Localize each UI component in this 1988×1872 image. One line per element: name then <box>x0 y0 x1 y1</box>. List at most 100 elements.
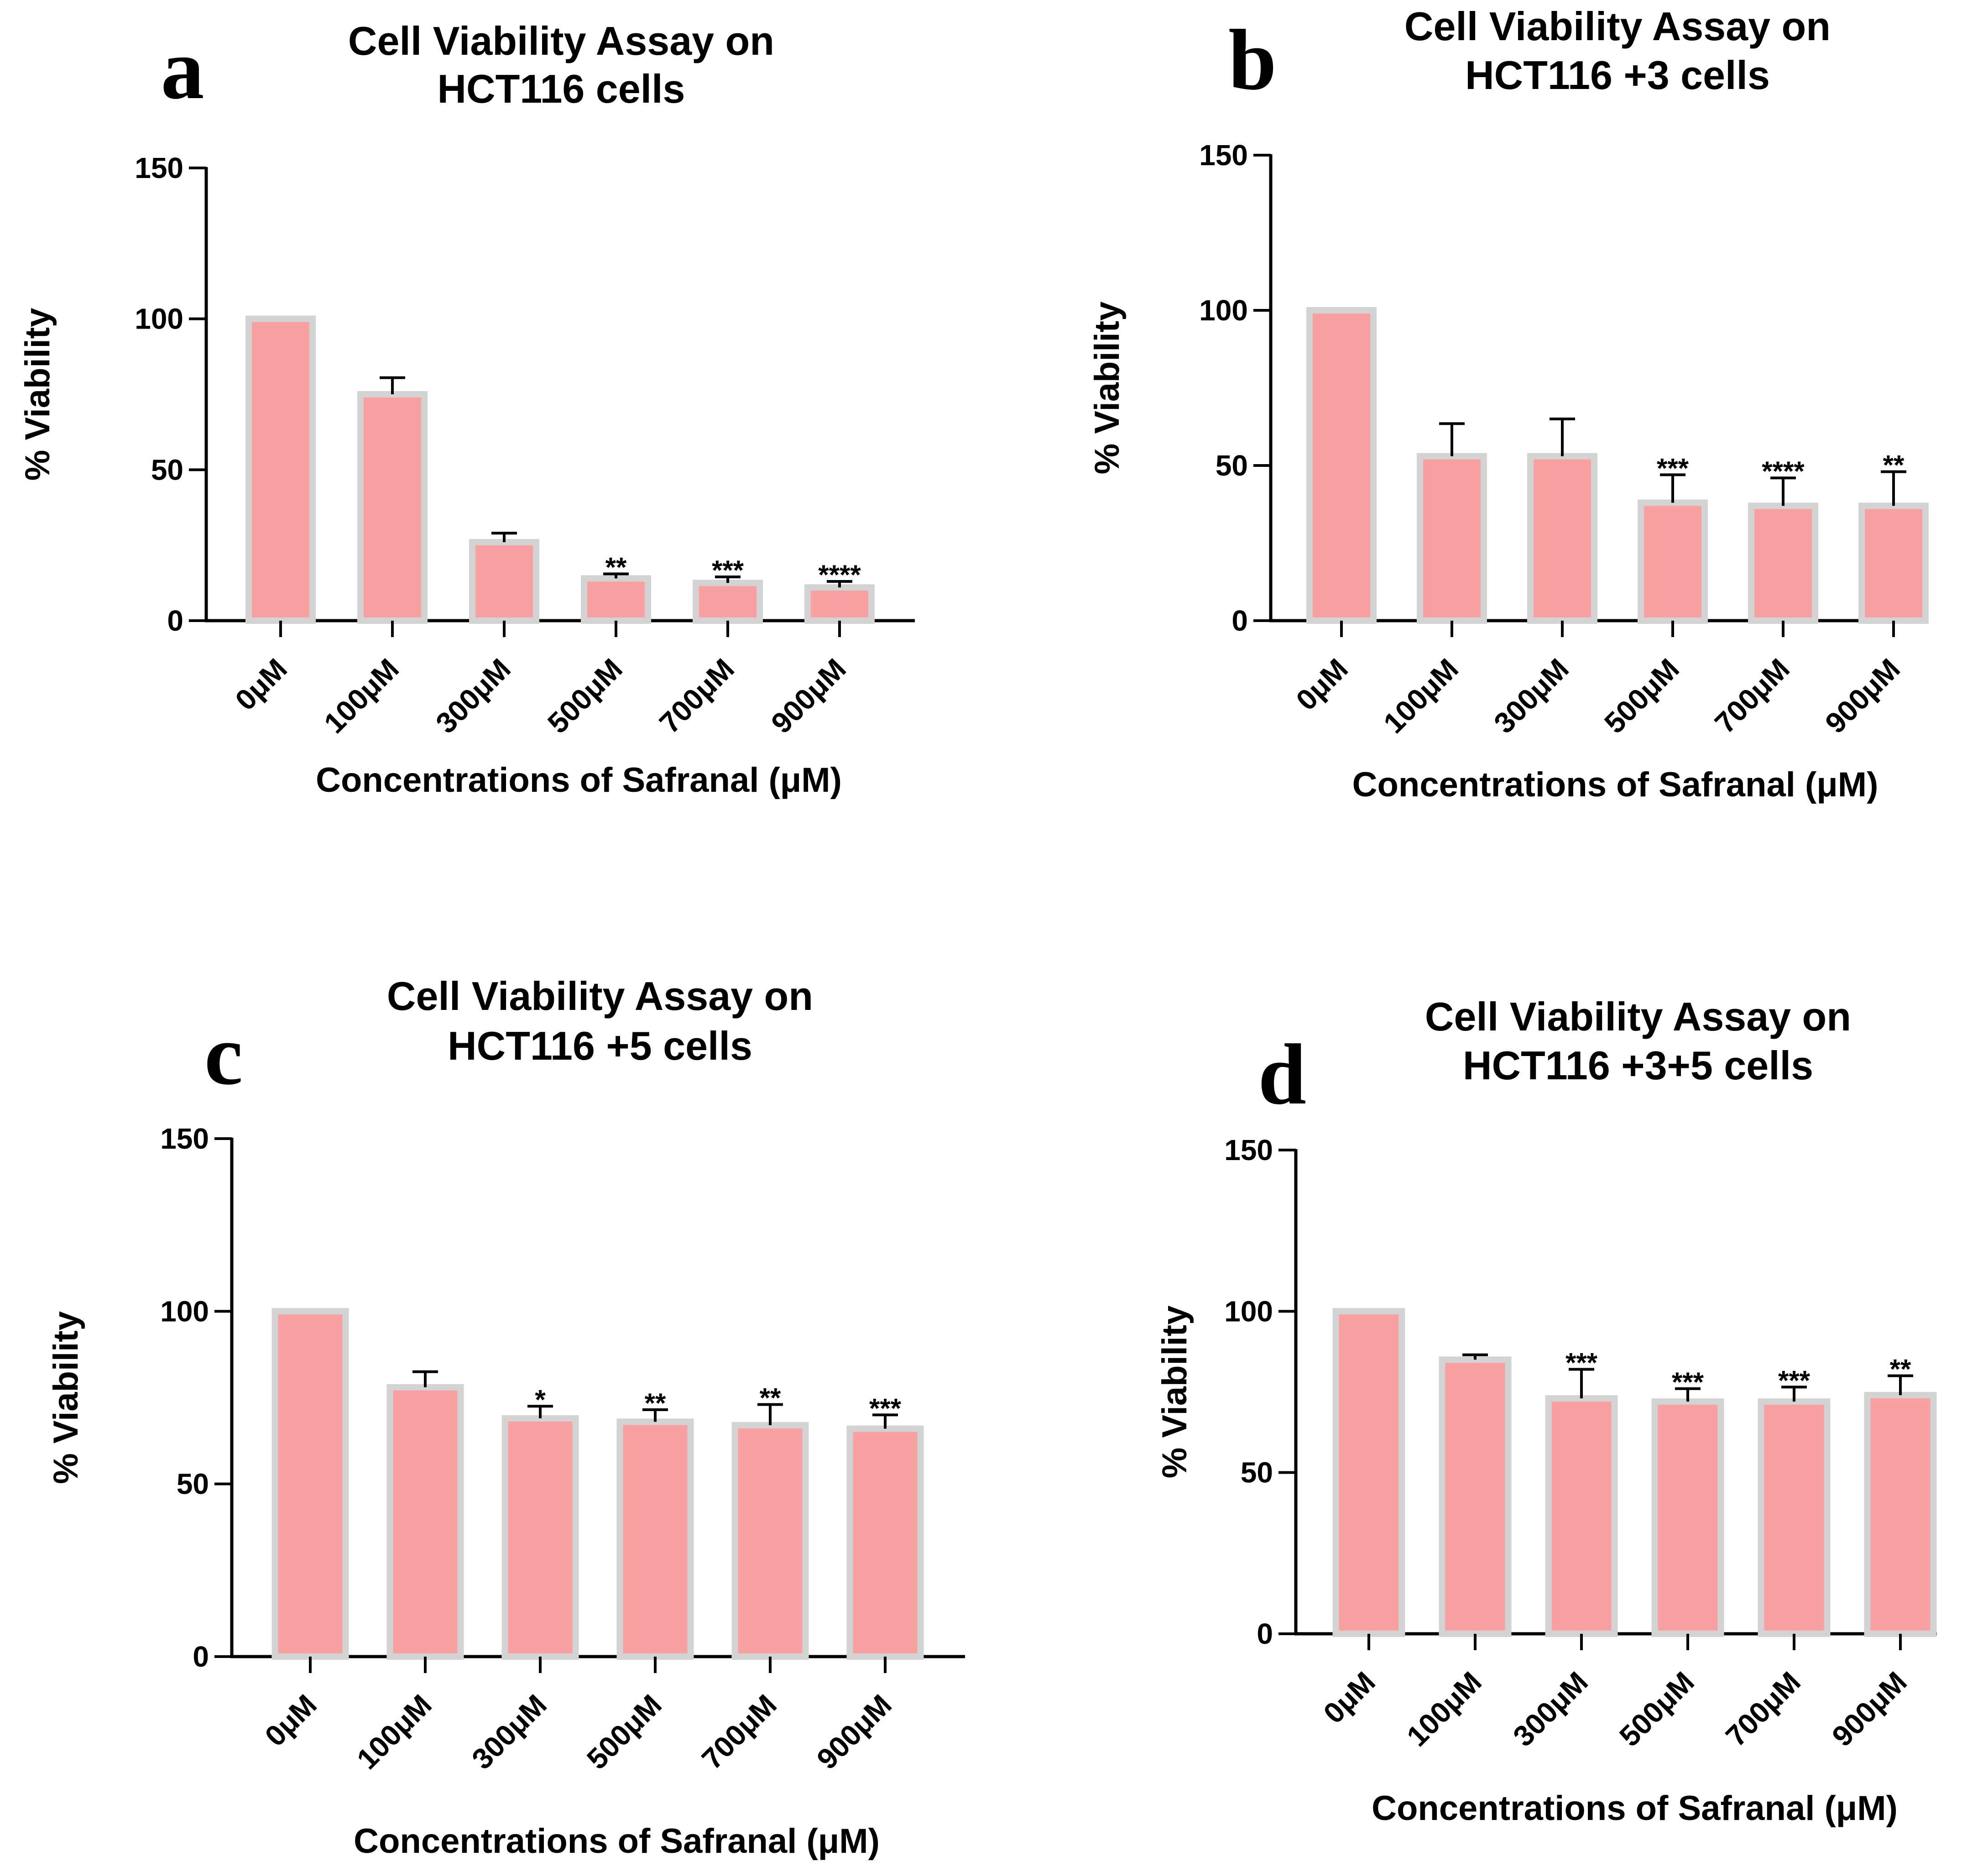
x-tick-label: 100μM <box>1400 1665 1488 1753</box>
x-tick-label: 500μM <box>1598 652 1685 740</box>
significance-marker: * <box>535 1384 546 1415</box>
bar <box>1651 1398 1724 1637</box>
y-tick-label: 0 <box>193 1640 209 1673</box>
x-tick-label: 300μM <box>1507 1665 1594 1753</box>
y-tick-label: 0 <box>1257 1617 1273 1650</box>
y-tick-label: 150 <box>1199 139 1248 172</box>
bar <box>469 539 539 624</box>
significance-marker: **** <box>1762 456 1805 486</box>
x-tick-label: 500μM <box>580 1688 668 1776</box>
chart-title-line-1: Cell Viability Assay on <box>387 973 813 1019</box>
chart-title-line-2: HCT116 +5 cells <box>448 1023 752 1068</box>
significance-marker: ** <box>760 1383 781 1413</box>
x-axis-label: Concentrations of Safranal (μM) <box>1352 765 1878 804</box>
bar <box>1864 1392 1937 1637</box>
y-axis-label: % Viability <box>1088 302 1127 475</box>
bar <box>1527 453 1597 624</box>
chart-title-line-2: HCT116 +3 cells <box>1465 52 1770 98</box>
x-axis-label: Concentrations of Safranal (μM) <box>316 761 842 800</box>
bar <box>357 391 428 624</box>
y-tick-label: 50 <box>1241 1456 1273 1489</box>
x-tick-label: 0μM <box>258 1688 323 1752</box>
y-axis-label: % Viability <box>1155 1306 1194 1479</box>
x-tick-label: 300μM <box>465 1688 553 1776</box>
y-tick-label: 100 <box>135 303 183 335</box>
x-tick-label: 300μM <box>1487 652 1575 740</box>
bar <box>386 1384 464 1660</box>
y-tick-label: 50 <box>151 453 183 486</box>
x-tick-label: 700μM <box>1719 1665 1807 1753</box>
bar <box>693 580 763 624</box>
significance-marker: ** <box>1890 1354 1911 1385</box>
significance-marker: *** <box>712 555 744 586</box>
bar <box>1439 1356 1512 1637</box>
x-axis-label: Concentrations of Safranal (μM) <box>1372 1789 1898 1828</box>
significance-marker: ** <box>1883 450 1905 481</box>
x-tick-label: 500μM <box>1613 1665 1701 1753</box>
significance-marker: *** <box>1657 453 1689 483</box>
panel-label: a <box>161 21 204 117</box>
y-tick-label: 50 <box>1216 449 1248 482</box>
bar <box>1332 1308 1405 1637</box>
x-tick-label: 900μM <box>1819 652 1906 740</box>
x-tick-label: 700μM <box>653 652 741 740</box>
bar <box>1758 1398 1831 1637</box>
x-tick-label: 300μM <box>429 652 517 740</box>
significance-marker: *** <box>1778 1365 1811 1396</box>
bar <box>1306 307 1377 624</box>
chart-title-line-1: Cell Viability Assay on <box>1425 994 1851 1039</box>
bar <box>616 1418 694 1660</box>
panel-label: c <box>204 1007 243 1103</box>
x-tick-label: 900μM <box>810 1688 898 1776</box>
significance-marker: **** <box>818 560 861 590</box>
bar <box>1638 499 1708 624</box>
y-tick-label: 150 <box>1224 1134 1273 1166</box>
y-axis-label: % Viability <box>47 1311 85 1484</box>
x-tick-label: 0μM <box>229 652 293 716</box>
bar <box>804 584 875 624</box>
y-tick-label: 150 <box>135 152 183 184</box>
chart-title-line-1: Cell Viability Assay on <box>348 18 774 63</box>
chart-title-line-2: HCT116 cells <box>438 66 685 111</box>
y-tick-label: 50 <box>177 1468 209 1501</box>
y-tick-label: 0 <box>167 604 183 637</box>
y-tick-label: 0 <box>1231 604 1248 637</box>
x-tick-label: 700μM <box>695 1688 783 1776</box>
y-tick-label: 150 <box>160 1122 209 1155</box>
x-tick-label: 700μM <box>1708 652 1796 740</box>
y-tick-label: 100 <box>1224 1295 1273 1328</box>
y-tick-label: 100 <box>160 1295 209 1328</box>
bar <box>271 1308 349 1660</box>
chart-title-line-1: Cell Viability Assay on <box>1404 4 1831 49</box>
significance-marker: ** <box>645 1388 666 1418</box>
x-tick-label: 500μM <box>541 652 629 740</box>
x-tick-label: 0μM <box>1317 1665 1381 1730</box>
significance-marker: ** <box>605 552 627 582</box>
significance-marker: *** <box>869 1393 902 1423</box>
x-tick-label: 900μM <box>765 652 852 740</box>
bar <box>1748 502 1818 624</box>
x-tick-label: 100μM <box>350 1688 438 1776</box>
significance-marker: *** <box>1672 1367 1704 1397</box>
chart-title-line-2: HCT116 +3+5 cells <box>1463 1043 1813 1088</box>
panel-label: d <box>1258 1027 1306 1123</box>
y-axis-label: % Viability <box>18 308 57 481</box>
x-tick-label: 100μM <box>1377 652 1465 740</box>
bar <box>846 1425 924 1660</box>
x-axis-label: Concentrations of Safranal (μM) <box>354 1822 880 1861</box>
y-tick-label: 100 <box>1199 294 1248 327</box>
bar <box>1858 502 1929 624</box>
bar <box>731 1422 809 1660</box>
bar <box>245 315 316 624</box>
bar <box>581 575 651 624</box>
x-tick-label: 900μM <box>1826 1665 1913 1753</box>
x-tick-label: 100μM <box>318 652 405 740</box>
bar <box>501 1415 579 1660</box>
bar <box>1417 453 1487 624</box>
bar <box>1545 1395 1618 1637</box>
